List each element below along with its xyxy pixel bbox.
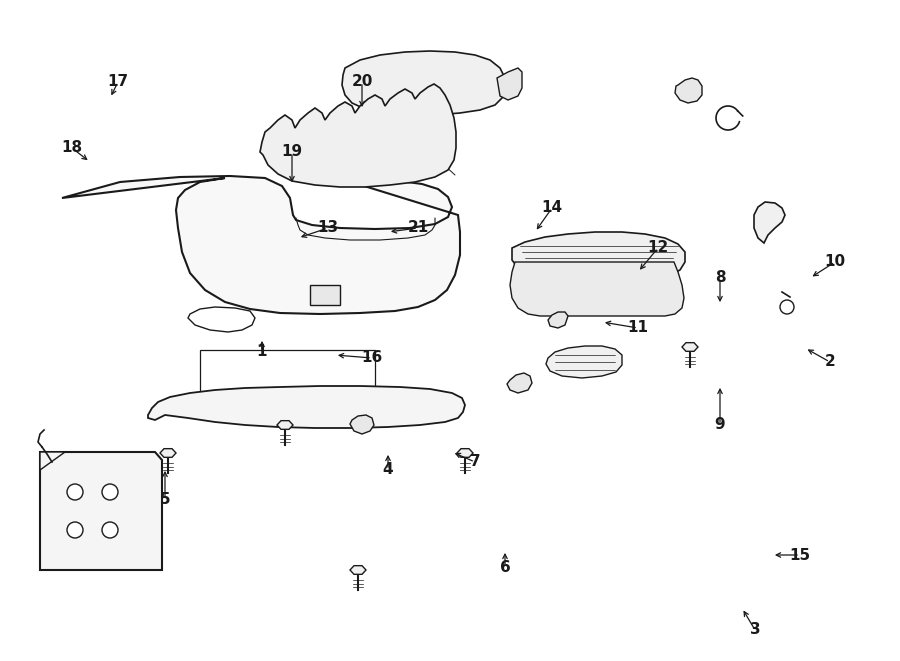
- Text: 21: 21: [408, 221, 428, 235]
- Polygon shape: [40, 452, 162, 570]
- Text: 6: 6: [500, 561, 510, 576]
- Polygon shape: [350, 415, 374, 434]
- Polygon shape: [497, 68, 522, 100]
- Text: 18: 18: [61, 141, 83, 155]
- Polygon shape: [510, 262, 684, 316]
- Circle shape: [67, 522, 83, 538]
- Polygon shape: [675, 78, 702, 103]
- Text: 17: 17: [107, 75, 129, 89]
- Polygon shape: [148, 386, 465, 428]
- Text: 2: 2: [824, 354, 835, 369]
- Text: 11: 11: [627, 321, 649, 336]
- Polygon shape: [260, 84, 456, 187]
- Polygon shape: [160, 449, 176, 457]
- Text: 3: 3: [750, 623, 760, 637]
- Text: 8: 8: [715, 270, 725, 286]
- Polygon shape: [548, 312, 568, 328]
- Text: 9: 9: [715, 418, 725, 432]
- Text: 14: 14: [542, 200, 562, 215]
- Text: 12: 12: [647, 241, 669, 256]
- Text: 1: 1: [256, 344, 267, 360]
- Polygon shape: [512, 232, 685, 283]
- Polygon shape: [507, 373, 532, 393]
- Text: 10: 10: [824, 254, 846, 270]
- Text: 4: 4: [382, 463, 393, 477]
- Text: 19: 19: [282, 145, 302, 159]
- Circle shape: [67, 484, 83, 500]
- Polygon shape: [546, 346, 622, 378]
- Polygon shape: [310, 285, 340, 305]
- Text: 13: 13: [318, 221, 338, 235]
- Circle shape: [102, 522, 118, 538]
- Text: 7: 7: [470, 455, 481, 469]
- Text: 5: 5: [159, 492, 170, 508]
- Circle shape: [102, 484, 118, 500]
- Polygon shape: [40, 452, 65, 470]
- Polygon shape: [754, 202, 785, 243]
- Polygon shape: [682, 342, 698, 352]
- Text: 15: 15: [789, 547, 811, 563]
- Polygon shape: [350, 566, 366, 574]
- Polygon shape: [62, 176, 460, 314]
- Polygon shape: [277, 420, 293, 430]
- Polygon shape: [457, 449, 473, 457]
- Text: 20: 20: [351, 75, 373, 89]
- Polygon shape: [342, 51, 505, 115]
- Text: 16: 16: [362, 350, 382, 366]
